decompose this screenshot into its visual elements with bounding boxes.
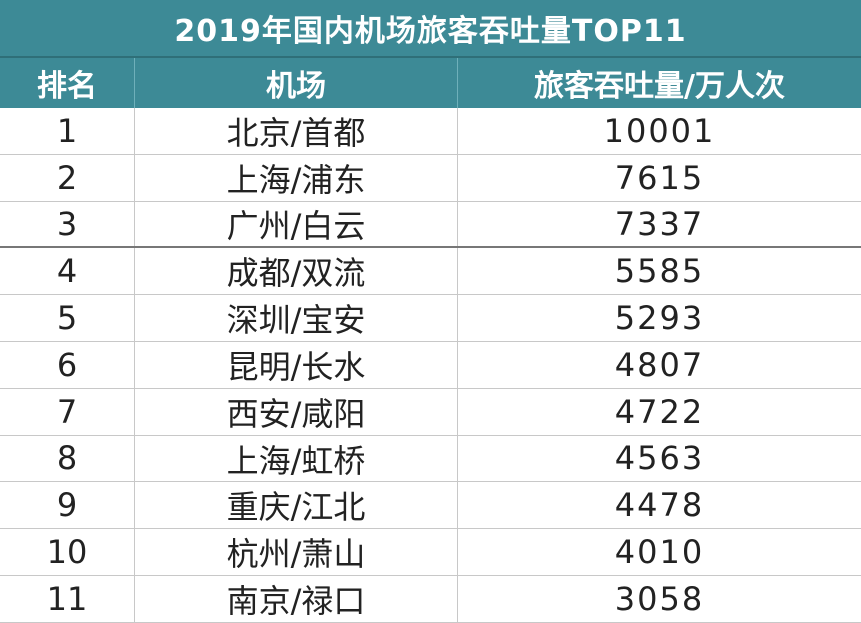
passengers-cell: 4010 — [614, 533, 705, 572]
header-airport: 机场 — [135, 58, 458, 108]
airport-cell: 杭州/萧山 — [135, 529, 458, 575]
table-row: 10 杭州/萧山 4010 — [0, 529, 861, 576]
rank-cell: 10 — [0, 529, 135, 575]
rank-cell: 4 — [0, 248, 135, 295]
rank-cell: 1 — [0, 108, 135, 154]
passengers-cell: 7337 — [614, 204, 705, 243]
table-row: 11 南京/禄口 3058 — [0, 576, 861, 623]
airport-cell: 广州/白云 — [135, 201, 458, 247]
table-row: 6 昆明/长水 4807 — [0, 342, 861, 389]
passengers-cell: 4722 — [614, 392, 705, 431]
passengers-cell: 10001 — [603, 111, 716, 150]
header-row: 排名 机场 旅客吞吐量/万人次 — [0, 58, 861, 108]
airport-cell: 成都/双流 — [135, 248, 458, 295]
rank-cell: 3 — [0, 201, 135, 247]
table-row: 3 广州/白云 7337 — [0, 201, 861, 249]
airport-cell: 重庆/江北 — [135, 482, 458, 529]
table-row: 5 深圳/宝安 5293 — [0, 295, 861, 342]
airport-cell: 西安/咸阳 — [135, 388, 458, 435]
passengers-cell: 4478 — [614, 486, 705, 525]
airport-cell: 北京/首都 — [135, 108, 458, 154]
passengers-cell: 7615 — [614, 158, 705, 197]
header-rank: 排名 — [0, 58, 135, 108]
rank-cell: 5 — [0, 295, 135, 341]
airport-cell: 深圳/宝安 — [135, 295, 458, 341]
airport-cell: 南京/禄口 — [135, 576, 458, 622]
table-row: 1 北京/首都 10001 — [0, 108, 861, 155]
table-row: 9 重庆/江北 4478 — [0, 482, 861, 530]
airport-cell: 昆明/长水 — [135, 342, 458, 388]
table-row: 8 上海/虹桥 4563 — [0, 435, 861, 483]
passengers-cell: 4807 — [614, 345, 705, 384]
rank-cell: 8 — [0, 435, 135, 482]
airport-cell: 上海/虹桥 — [135, 435, 458, 482]
rank-cell: 9 — [0, 482, 135, 529]
passengers-cell: 3058 — [614, 579, 705, 618]
table-row: 4 成都/双流 5585 — [0, 248, 861, 296]
airport-cell: 上海/浦东 — [135, 154, 458, 201]
rank-cell: 11 — [0, 576, 135, 622]
rank-cell: 2 — [0, 154, 135, 201]
table-row: 7 西安/咸阳 4722 — [0, 388, 861, 436]
header-passengers: 旅客吞吐量/万人次 — [534, 69, 785, 104]
passengers-cell: 5585 — [614, 252, 705, 291]
table-title: 2019年国内机场旅客吞吐量TOP11 — [0, 0, 861, 58]
passengers-cell: 5293 — [614, 299, 705, 338]
passengers-cell: 4563 — [614, 439, 705, 478]
table-row: 2 上海/浦东 7615 — [0, 154, 861, 202]
rank-cell: 6 — [0, 342, 135, 388]
rank-cell: 7 — [0, 388, 135, 435]
